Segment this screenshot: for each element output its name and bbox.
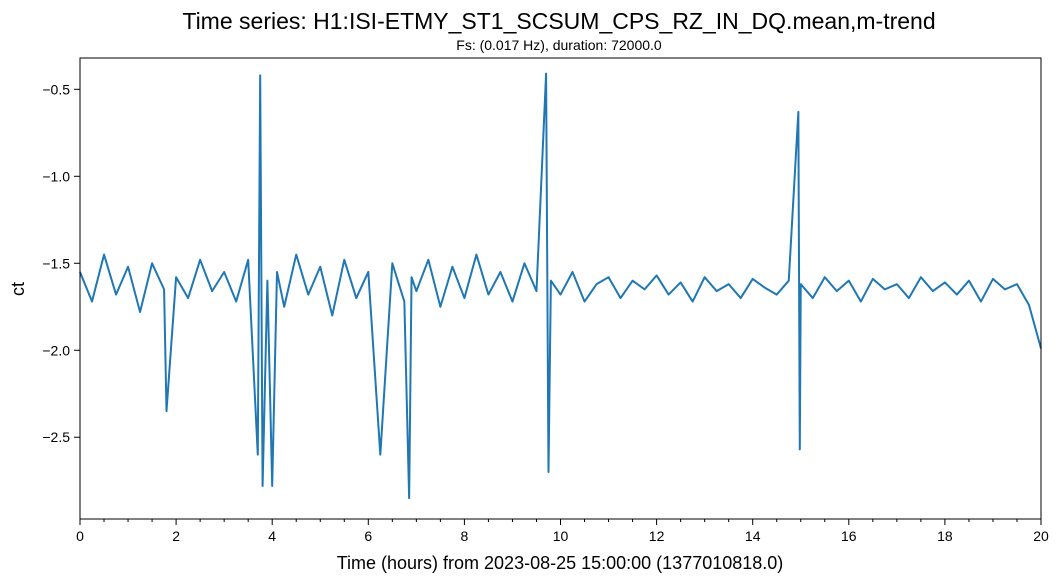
x-tick-label: 6 [364,528,372,544]
x-tick-label: 14 [745,528,761,544]
x-tick-label: 8 [461,528,469,544]
y-tick-label: −2.0 [42,342,70,358]
x-axis-label: Time (hours) from 2023-08-25 15:00:00 (1… [337,553,784,573]
chart-title: Time series: H1:ISI-ETMY_ST1_SCSUM_CPS_R… [182,8,935,34]
y-tick-label: −1.5 [42,255,70,271]
x-tick-label: 10 [553,528,569,544]
y-axis-label: ct [8,282,28,296]
x-tick-label: 0 [76,528,84,544]
y-tick-label: −1.0 [42,168,70,184]
x-tick-label: 20 [1033,528,1049,544]
plot-area [80,58,1041,519]
x-tick-label: 4 [268,528,276,544]
chart-subtitle: Fs: (0.017 Hz), duration: 72000.0 [456,37,662,53]
x-tick-label: 2 [172,528,180,544]
series-layer [79,72,1042,500]
x-tick-label: 16 [841,528,857,544]
x-tick-label: 12 [649,528,665,544]
series-line-0 [79,72,1042,500]
x-axis: 0 2 4 6 8 10 12 14 16 18 20 [76,519,1049,544]
y-tick-label: −2.5 [42,429,70,445]
y-tick-label: −0.5 [42,81,70,97]
y-axis: −2.5 −2.0 −1.5 −1.0 −0.5 [42,81,80,445]
x-tick-label: 18 [937,528,953,544]
